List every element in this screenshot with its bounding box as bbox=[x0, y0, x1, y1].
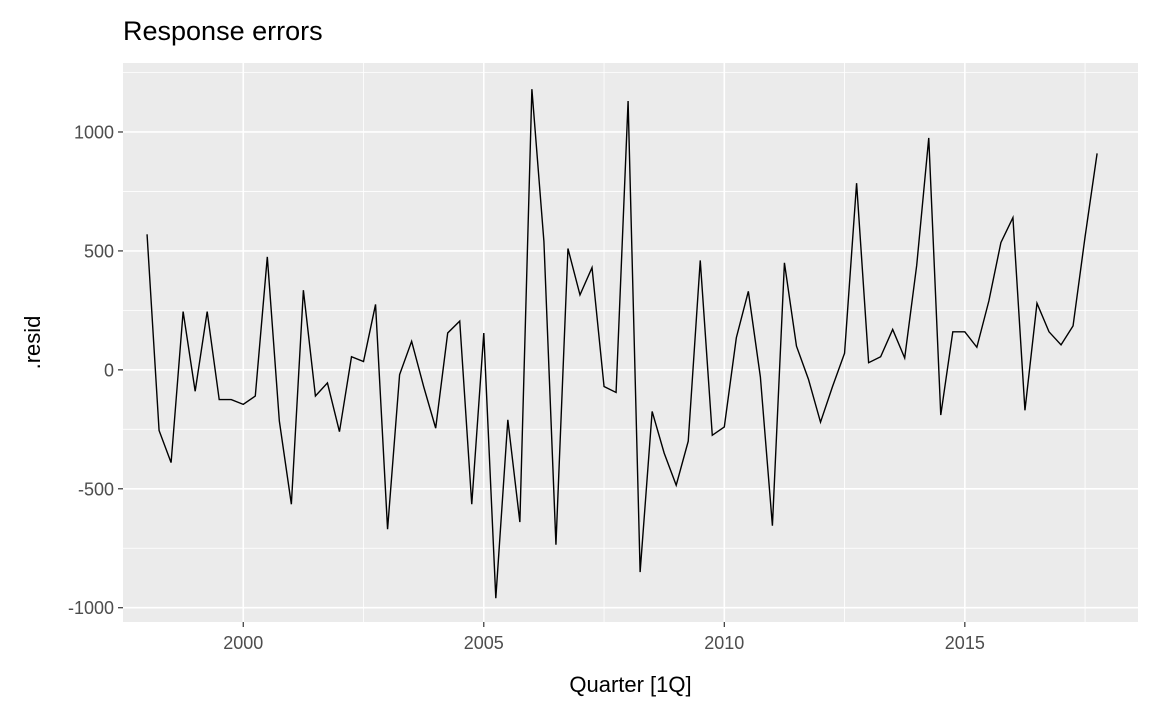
y-axis: -1000 -500 0 500 1000 bbox=[68, 122, 123, 618]
plot-panel bbox=[123, 63, 1138, 622]
series-line bbox=[146, 89, 1098, 599]
y-axis-title: .resid bbox=[20, 316, 45, 370]
line-layer bbox=[146, 89, 1098, 599]
x-axis: 2000 2005 2010 2015 bbox=[223, 622, 985, 653]
y-tick-label: -1000 bbox=[68, 598, 114, 618]
x-tick-label: 2015 bbox=[945, 633, 985, 653]
y-tick-label: 1000 bbox=[74, 122, 114, 142]
x-tick-label: 2000 bbox=[223, 633, 263, 653]
chart-title: Response errors bbox=[123, 16, 323, 46]
x-tick-label: 2005 bbox=[464, 633, 504, 653]
x-tick-label: 2010 bbox=[704, 633, 744, 653]
y-tick-label: 0 bbox=[104, 360, 114, 380]
x-axis-title: Quarter [1Q] bbox=[569, 672, 691, 697]
y-tick-label: 500 bbox=[84, 241, 114, 261]
minor-gridlines bbox=[123, 63, 1138, 622]
y-tick-label: -500 bbox=[78, 479, 114, 499]
